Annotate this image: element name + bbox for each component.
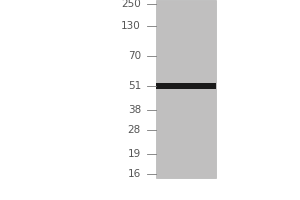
Text: 28: 28	[128, 125, 141, 135]
Text: 51: 51	[128, 81, 141, 91]
Text: 19: 19	[128, 149, 141, 159]
Bar	[156, 0, 216, 178]
Bar	[156, 83, 216, 89]
Text: 130: 130	[121, 21, 141, 31]
Text: 70: 70	[128, 51, 141, 61]
Text: 38: 38	[128, 105, 141, 115]
Text: 16: 16	[128, 169, 141, 179]
Text: 250: 250	[121, 0, 141, 9]
